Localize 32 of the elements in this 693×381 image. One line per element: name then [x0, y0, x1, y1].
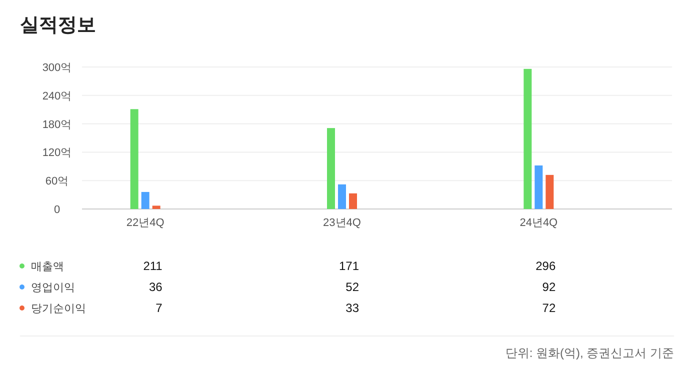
- bar: [338, 184, 346, 209]
- y-tick-label: 300억: [42, 62, 72, 74]
- legend-label: 영업이익: [31, 282, 75, 294]
- y-tick-label: 0: [54, 204, 60, 216]
- data-label: 72: [542, 301, 556, 315]
- text: 단위: 원화(억), 증권신고서 기준: [505, 346, 674, 360]
- data-label: 92: [542, 280, 556, 294]
- legend-label: 매출액: [31, 261, 64, 273]
- x-tick-label: 22년4Q: [126, 217, 165, 229]
- bar: [546, 174, 554, 209]
- y-tick-label: 180억: [42, 118, 72, 131]
- legend-label: 당기순이익: [31, 303, 86, 315]
- y-tick-label: 120억: [42, 147, 72, 160]
- data-label: 36: [148, 280, 163, 294]
- data-label: 296: [536, 259, 556, 273]
- bar: [152, 206, 160, 209]
- chart-title: 실적정보: [20, 15, 96, 36]
- y-tick-label: 60억: [45, 176, 69, 188]
- y-tick-label: 240억: [42, 90, 72, 102]
- bar: [141, 192, 150, 209]
- bar: [524, 68, 532, 209]
- data-label: 33: [346, 301, 360, 315]
- x-tick-label: 23년4Q: [323, 217, 362, 229]
- data-label: 211: [143, 259, 163, 273]
- data-label: 171: [338, 259, 360, 273]
- bar: [130, 109, 138, 209]
- bar: [349, 193, 357, 209]
- data-label: 52: [346, 280, 360, 294]
- bar: [327, 128, 335, 209]
- bar: [534, 165, 543, 209]
- data-label: 7: [156, 301, 163, 315]
- x-tick-label: 24년4Q: [520, 217, 558, 229]
